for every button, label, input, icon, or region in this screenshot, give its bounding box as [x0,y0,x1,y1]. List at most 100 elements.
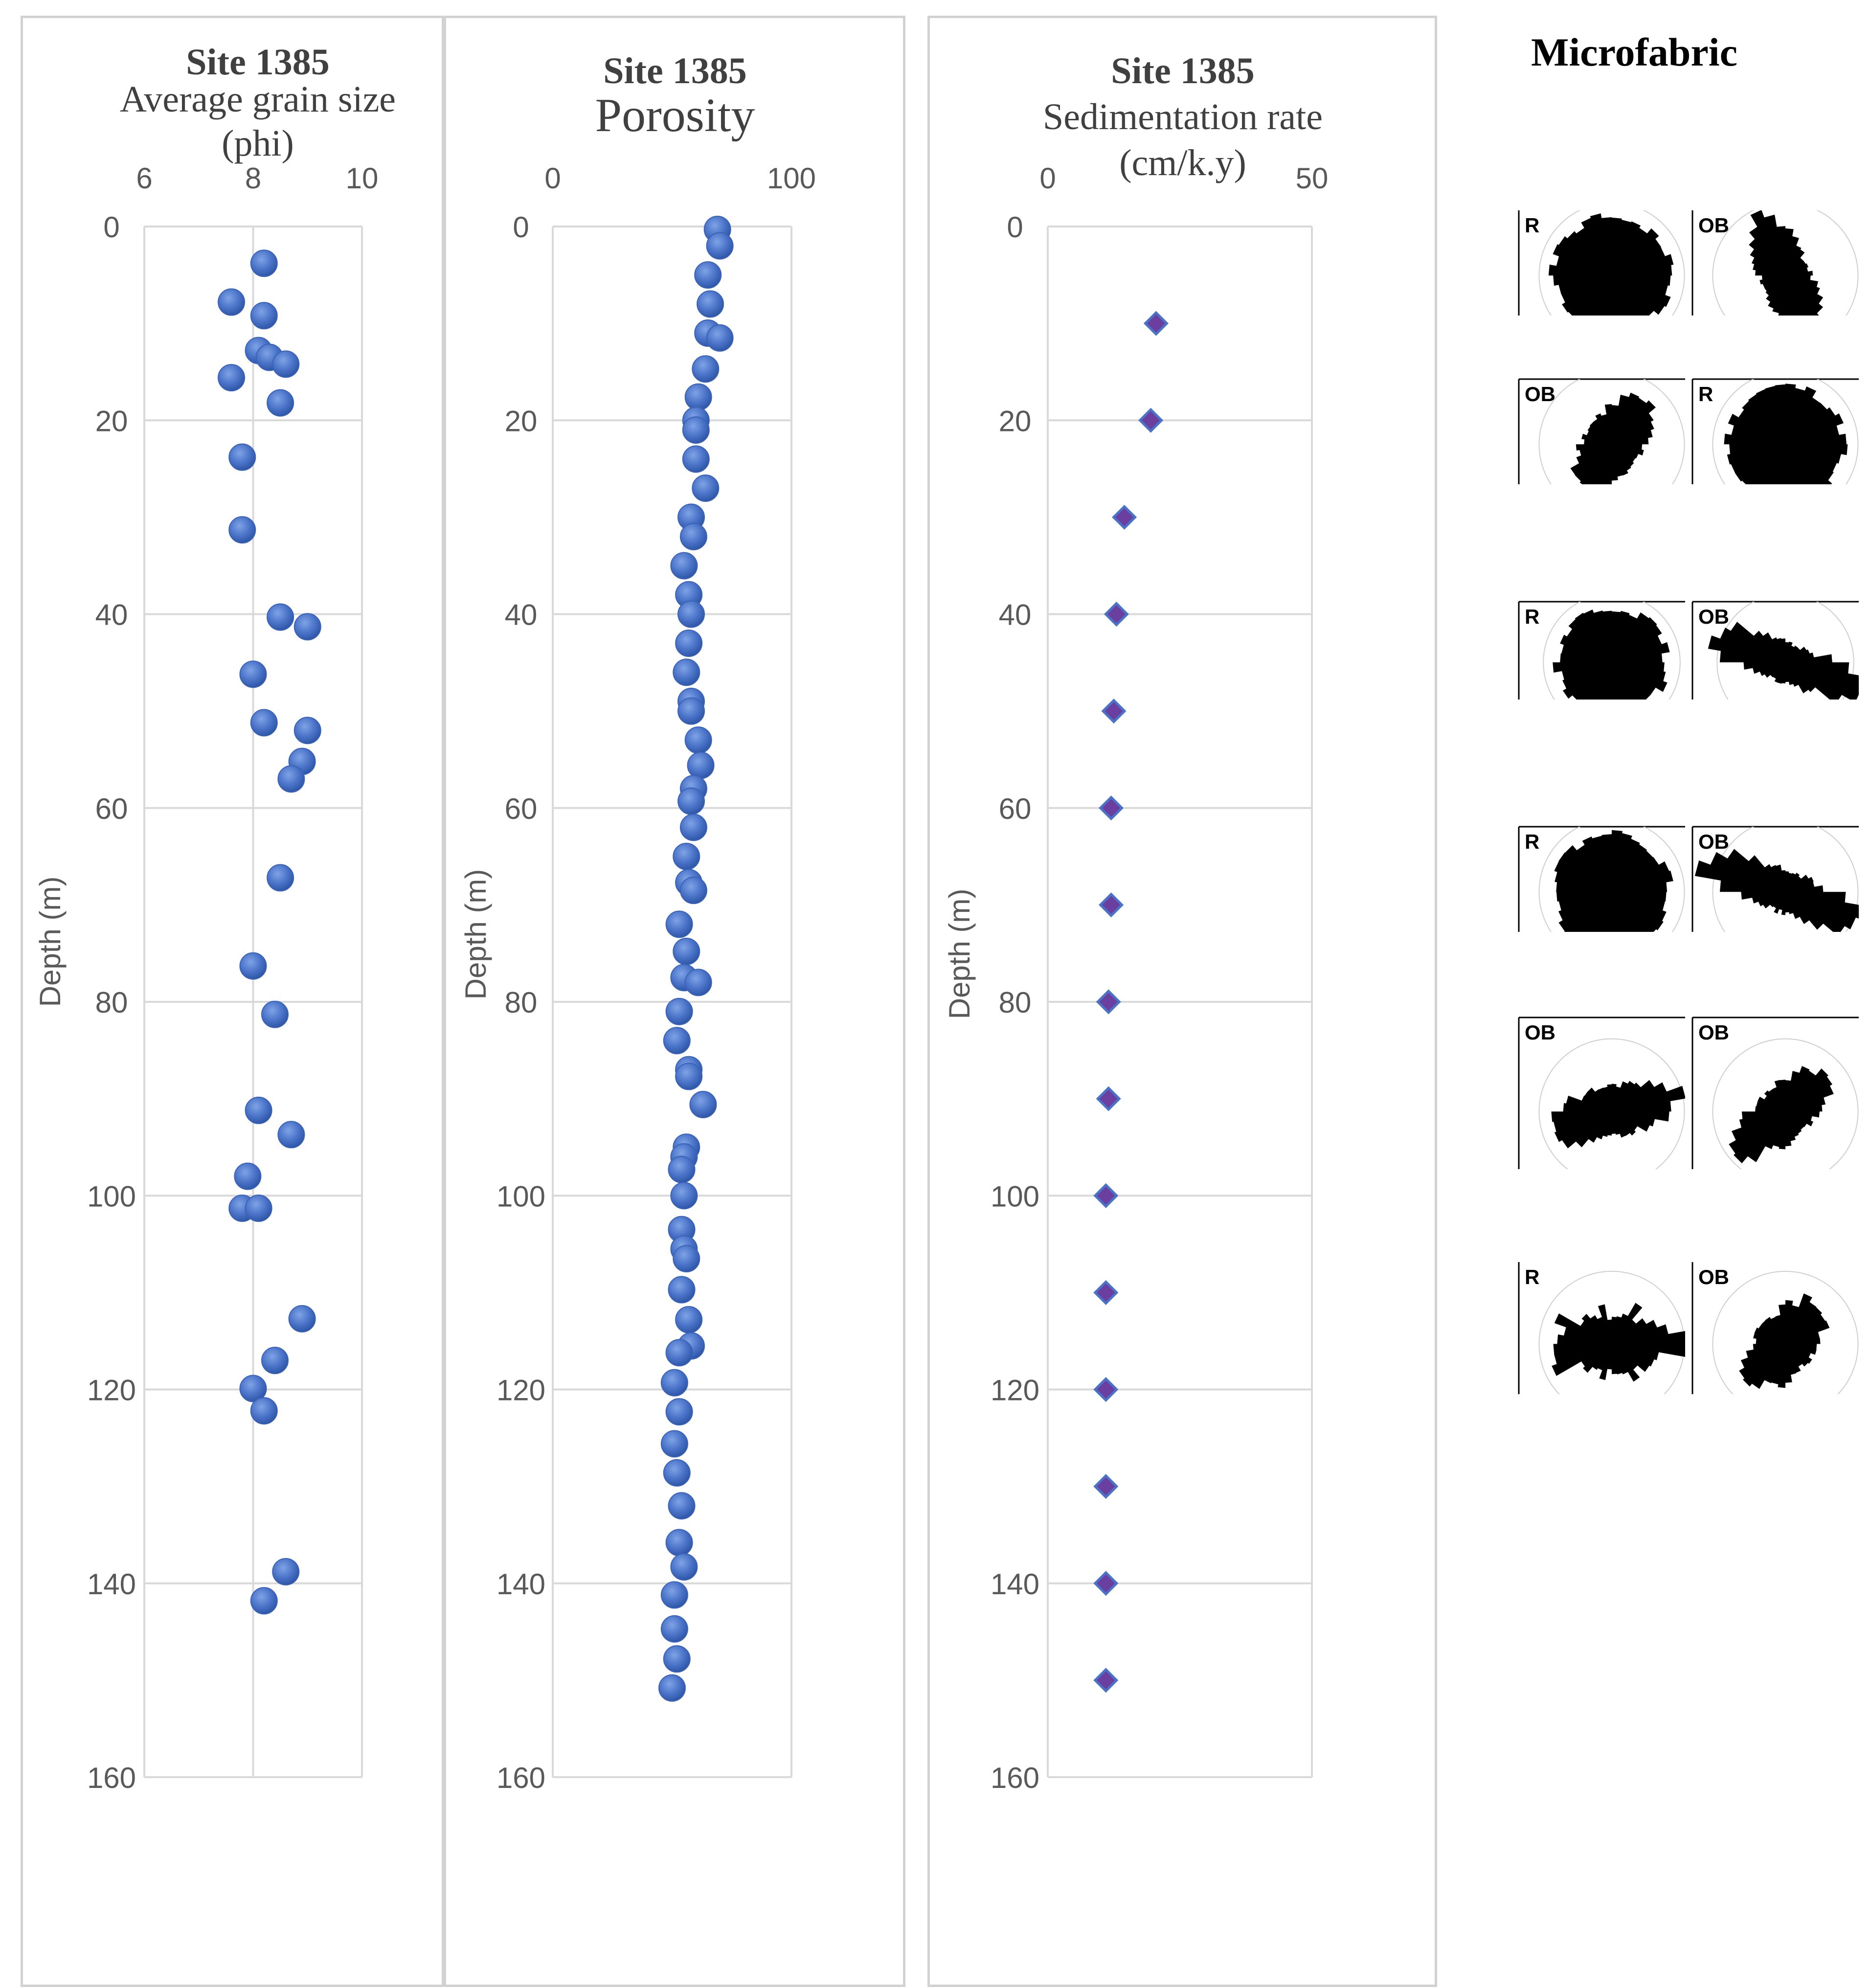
rose-label: R [1525,830,1539,853]
data-point [668,1276,696,1304]
chart-2-titles: Site 1385 Porosity [595,50,755,142]
y-tick-label: 160 [496,1762,545,1794]
data-point [228,443,256,471]
data-point [267,864,294,892]
data-point [1093,1280,1119,1305]
rose-label: R [1525,1265,1539,1288]
data-point [288,1305,316,1333]
data-point [660,1581,688,1609]
rose-label: OB [1698,830,1729,853]
data-point [673,658,700,686]
rose-circle [1716,602,1854,700]
chart-1-site-title: Site 1385 [186,42,329,83]
data-point [272,1558,300,1585]
data-point [665,1398,693,1426]
data-point [687,751,715,779]
rose-diagram [1712,379,1859,484]
data-point [245,1096,272,1124]
data-point [682,416,710,444]
data-point [673,1245,700,1273]
rose-circle [1712,1038,1859,1169]
data-point [670,1182,698,1210]
data-point [679,877,707,904]
rose-diagram [1543,602,1681,700]
rose-label: R [1525,214,1539,237]
chart-1-unit: (phi) [222,123,294,164]
rose-label: OB [1698,1265,1729,1288]
data-point [293,717,321,745]
y-tick-label: 60 [999,792,1032,825]
rose-label: OB [1525,1021,1555,1044]
data-point [245,1195,272,1222]
data-point [239,660,267,688]
data-point [668,1155,696,1183]
data-point [663,1027,691,1055]
rose-diagram [1538,210,1685,316]
rose-label: R [1525,605,1539,628]
chart-1-ylabel: Depth (m) [34,877,67,1007]
rose-petals [1729,1066,1834,1164]
rose-petals [1548,213,1674,316]
rose-diagram [1538,827,1685,932]
data-point [697,290,724,318]
rose-petals [1551,1080,1685,1149]
y-tick-label: 140 [87,1568,136,1601]
data-point [658,1674,686,1702]
rose-label: R [1698,383,1713,406]
chart-1-titles: Site 1385 Average grain size (phi) [120,42,396,164]
data-point [218,288,245,316]
data-point [218,364,245,392]
data-point [673,937,700,965]
data-point [250,302,278,330]
rose-circle [1538,379,1685,484]
rose-petals [1724,384,1848,484]
y-tick-label: 160 [87,1762,136,1794]
data-point [1138,407,1164,433]
chart-1-title: Average grain size [120,79,396,120]
y-tick-label: 40 [505,599,538,632]
chart-1-plot-area: 0 20 40 60 80 100 120 140 160 6 8 10 [87,162,378,1794]
data-point [689,1091,717,1119]
y-tick-label: 80 [95,986,128,1019]
rose-circle [1538,827,1685,932]
data-point [692,355,720,383]
y-tick-label: 120 [496,1374,545,1407]
chart-3-site-title: Site 1385 [1111,50,1254,91]
rose-diagram [1712,210,1859,316]
y-tick-label: 60 [95,792,128,825]
y-tick-label: 80 [999,986,1032,1019]
data-point [1093,1474,1119,1499]
data-point [250,249,278,277]
chart-3-title: Sedimentation rate [1043,96,1323,137]
rose-petals [1694,849,1859,932]
data-point [684,383,712,411]
data-point [684,969,712,996]
y-tick-label: 100 [991,1180,1039,1213]
rose-diagram [1694,827,1859,932]
data-point [272,350,300,378]
data-point [694,261,722,289]
x-tick-label: 0 [544,162,561,195]
data-point [1112,504,1137,530]
chart-3-unit: (cm/k.y) [1119,142,1246,183]
x-tick-label: 6 [136,162,152,195]
chart-2-ylabel: Depth (m) [459,869,492,1000]
data-point [673,842,700,870]
rose-petals [1552,1303,1685,1382]
rose-label: OB [1698,1021,1729,1044]
x-tick-label: 0 [1039,162,1056,195]
data-point [660,1369,688,1397]
data-point [234,1162,262,1190]
rose-diagram [1712,1038,1859,1169]
microfabric-title: Microfabric [1531,30,1737,74]
data-point [682,445,710,473]
data-point [1093,1571,1119,1596]
rose-label: OB [1525,383,1555,406]
x-tick-label: 8 [245,162,261,195]
rose-circle [1538,1038,1685,1169]
data-point [675,1306,703,1333]
rose-label: OB [1698,605,1729,628]
y-tick-label: 0 [513,211,529,244]
data-point [1099,892,1124,918]
y-tick-label: 80 [505,986,538,1019]
